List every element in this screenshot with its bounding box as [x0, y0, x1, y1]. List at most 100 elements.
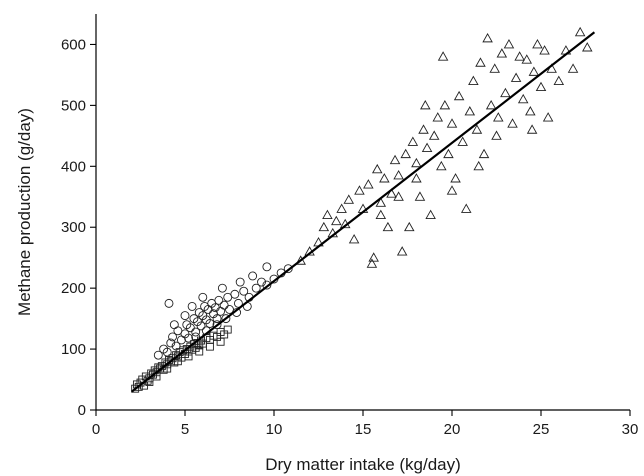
triangle-point	[478, 148, 490, 159]
triangle-point	[411, 173, 422, 183]
triangle-point	[425, 209, 436, 219]
square-point	[223, 325, 232, 334]
triangle-point	[542, 112, 554, 122]
circle-point	[219, 300, 229, 310]
x-tick-label: 10	[266, 421, 283, 438]
x-tick-label: 5	[181, 421, 189, 438]
triangle-point	[574, 26, 586, 37]
triangle-point	[471, 124, 483, 134]
triangle-point	[525, 106, 536, 116]
y-tick-label: 400	[61, 158, 86, 175]
circle-point	[162, 347, 172, 357]
circle-point	[184, 333, 194, 343]
circle-point	[191, 327, 201, 337]
triangle-point	[468, 75, 479, 85]
circle-point	[187, 301, 197, 311]
triangle-point	[363, 179, 374, 189]
triangle-point	[331, 215, 342, 226]
triangle-point	[507, 118, 518, 128]
circle-point	[262, 262, 272, 272]
triangle-point	[404, 221, 415, 232]
circle-point	[180, 311, 190, 321]
circle-point	[283, 264, 293, 274]
triangle-point	[318, 221, 330, 232]
circle-point	[217, 283, 227, 293]
triangle-point	[436, 160, 447, 171]
triangle-point	[393, 170, 404, 180]
triangle-point	[450, 173, 461, 183]
triangle-point	[460, 203, 472, 213]
square-point	[216, 337, 225, 346]
triangle-point	[491, 130, 502, 140]
circle-point	[221, 314, 231, 324]
triangle-point	[567, 63, 579, 73]
triangle-point	[354, 185, 365, 195]
triangle-point	[489, 63, 500, 73]
triangle-point	[411, 157, 422, 168]
triangle-point	[400, 148, 411, 159]
triangle-point	[510, 72, 522, 82]
circle-point	[196, 321, 206, 331]
triangle-point	[473, 160, 484, 171]
circle-point	[212, 314, 222, 324]
y-tick-label: 200	[61, 280, 86, 297]
triangle-point	[418, 124, 429, 134]
x-tick-label: 15	[355, 421, 372, 438]
triangle-point	[428, 130, 440, 140]
y-ticks: 0 100 200 300 400 500 600	[61, 36, 96, 419]
triangle-point	[553, 75, 565, 85]
x-axis-title: Dry matter intake (kg/day)	[265, 455, 461, 474]
triangle-point	[446, 185, 458, 195]
triangle-point	[371, 163, 383, 174]
triangle-point	[457, 136, 468, 146]
triangle-point	[348, 233, 360, 244]
circle-point	[205, 319, 215, 328]
triangle-point	[396, 246, 408, 256]
y-tick-label: 0	[78, 402, 86, 419]
triangle-point	[414, 191, 426, 201]
square-point	[205, 342, 214, 351]
triangle-point	[379, 173, 390, 183]
x-tick-label: 30	[622, 421, 639, 438]
triangle-point	[526, 124, 538, 134]
triangle-point	[532, 39, 543, 49]
circle-point	[171, 341, 181, 351]
triangle-point	[503, 39, 515, 49]
triangle-point	[485, 99, 497, 110]
triangle-point	[393, 191, 404, 201]
triangle-point	[322, 209, 333, 219]
triangle-point	[386, 188, 397, 198]
circle-point	[251, 283, 261, 293]
circle-point	[185, 323, 195, 333]
triangle-point	[446, 118, 458, 128]
circle-point	[235, 277, 245, 287]
circle-point	[214, 295, 224, 305]
triangle-point	[500, 87, 511, 98]
y-tick-label: 600	[61, 36, 86, 53]
triangle-point	[443, 148, 454, 159]
triangle-point	[535, 81, 547, 92]
triangle-point	[382, 221, 394, 232]
triangle-point	[528, 66, 540, 76]
square-point	[184, 352, 193, 361]
x-tick-label: 20	[444, 421, 461, 438]
circle-point	[239, 286, 249, 296]
y-tick-label: 300	[61, 219, 86, 236]
circle-point	[198, 292, 208, 302]
triangle-point	[375, 197, 387, 207]
y-tick-label: 100	[61, 341, 86, 358]
triangle-point	[366, 258, 378, 268]
triangle-point	[514, 51, 525, 61]
triangle-point	[421, 142, 433, 152]
circle-point	[230, 289, 240, 299]
circle-point	[216, 306, 226, 316]
triangle-point	[521, 54, 533, 64]
circle-point	[166, 338, 176, 348]
triangle-point	[437, 51, 449, 61]
triangle-point	[439, 99, 451, 110]
triangle-point	[482, 32, 493, 43]
triangle-point	[493, 112, 504, 122]
square-point	[195, 347, 204, 356]
circle-point	[168, 332, 177, 342]
